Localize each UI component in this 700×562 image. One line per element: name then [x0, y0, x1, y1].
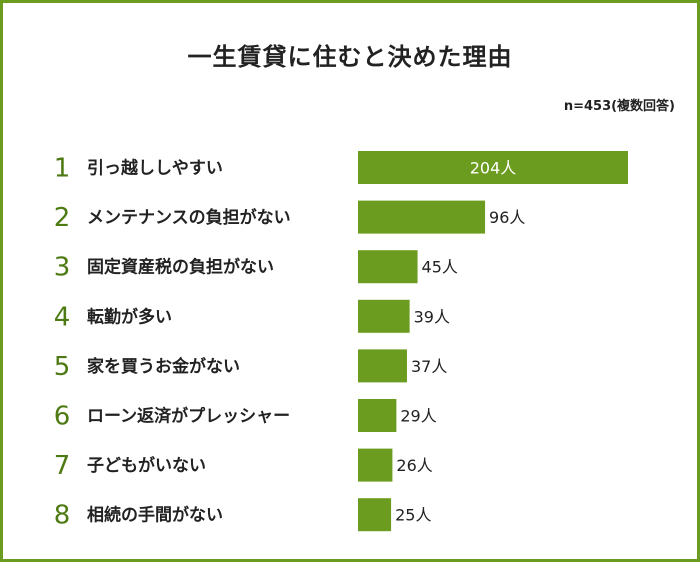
rank-number: 8 — [54, 501, 71, 531]
bar-chart: 1 引っ越ししやすい 204人 2 メンテナンスの負担がない 96人 3 固定資産税の負担がな… — [54, 151, 628, 532]
bar — [358, 448, 393, 482]
rank-number: 7 — [54, 451, 71, 481]
value-label: 39人 — [414, 307, 450, 326]
bar — [358, 399, 397, 432]
category-label: メンテナンスの負担がない — [87, 207, 291, 228]
bar — [358, 151, 628, 184]
category-label: 固定資産税の負担がない — [87, 257, 274, 278]
bar — [358, 200, 486, 234]
value-label: 26人 — [396, 456, 432, 475]
value-label: 204人 — [470, 159, 517, 178]
bar — [358, 250, 418, 284]
category-label: 子どもがいない — [87, 455, 206, 476]
rank-number: 3 — [54, 253, 71, 283]
rank-number: 1 — [54, 154, 71, 184]
bar — [358, 349, 407, 383]
value-label: 45人 — [422, 258, 458, 277]
bar — [358, 299, 410, 333]
sample-size-note: n=453(複数回答) — [563, 99, 675, 114]
bar — [358, 498, 392, 532]
chart-title: 一生賃貸に住むと決めた理由 — [187, 43, 513, 71]
category-label: 転勤が多い — [87, 306, 172, 327]
category-label: 家を買うお金がない — [87, 356, 240, 377]
value-label: 29人 — [400, 407, 436, 426]
category-label: ローン返済がプレッシャー — [87, 406, 290, 427]
value-label: 25人 — [395, 506, 431, 525]
value-label: 96人 — [489, 208, 525, 227]
rank-number: 4 — [54, 302, 71, 332]
category-label: 相続の手間がない — [87, 505, 223, 526]
value-label: 37人 — [411, 357, 447, 376]
rank-number: 2 — [54, 203, 71, 233]
rank-number: 6 — [54, 402, 71, 432]
rank-number: 5 — [54, 352, 71, 382]
category-label: 引っ越ししやすい — [87, 158, 223, 179]
